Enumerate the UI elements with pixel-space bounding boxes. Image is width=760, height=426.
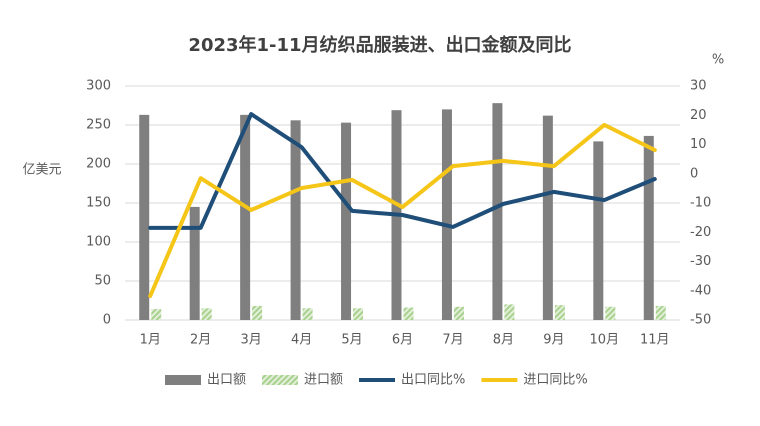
x-tick-label: 6月 xyxy=(392,333,413,348)
bar xyxy=(201,308,212,320)
x-tick-label: 2月 xyxy=(190,333,211,348)
bar xyxy=(554,305,565,320)
legend-label: 出口额 xyxy=(207,373,246,388)
y2-tick-label: -30 xyxy=(690,254,711,269)
y2-tick-label: 0 xyxy=(690,166,698,181)
x-tick-label: 3月 xyxy=(240,333,261,348)
y-tick-label: 250 xyxy=(86,118,111,133)
bar xyxy=(302,308,313,320)
bar xyxy=(252,305,263,320)
x-tick-label: 7月 xyxy=(442,333,463,348)
y-axis-label: 亿美元 xyxy=(22,163,61,178)
bar xyxy=(453,306,464,320)
bar xyxy=(139,114,150,320)
bar xyxy=(403,307,414,320)
bar xyxy=(605,306,616,320)
y2-tick-label: 10 xyxy=(690,137,707,152)
y-tick-label: 150 xyxy=(86,196,111,211)
bar xyxy=(542,115,553,320)
bar xyxy=(151,309,162,320)
x-tick-label: 9月 xyxy=(543,333,564,348)
bar xyxy=(240,114,251,320)
bar xyxy=(441,109,452,321)
y-tick-label: 100 xyxy=(86,235,111,250)
y2-tick-label: -40 xyxy=(690,283,711,298)
y-tick-label: 300 xyxy=(86,79,111,94)
x-tick-label: 11月 xyxy=(640,333,670,348)
legend-label: 进口同比% xyxy=(523,373,587,388)
y-tick-label: 200 xyxy=(86,157,111,172)
x-tick-label: 8月 xyxy=(493,333,514,348)
legend-label: 进口额 xyxy=(304,373,343,388)
bar xyxy=(504,304,515,320)
y-tick-label: 0 xyxy=(103,313,111,328)
y2-tick-label: 30 xyxy=(690,79,707,94)
y2-tick-label: 20 xyxy=(690,108,707,123)
legend-label: 出口同比% xyxy=(401,373,465,388)
bar xyxy=(593,141,604,320)
bar xyxy=(341,122,352,320)
bar xyxy=(492,103,503,320)
line xyxy=(148,112,657,230)
legend-swatch xyxy=(165,375,201,385)
bar xyxy=(290,120,301,320)
bar xyxy=(353,308,364,320)
chart-title: 2023年1-11月纺织品服装进、出口金额及同比 xyxy=(188,34,571,56)
legend-swatch xyxy=(262,375,299,385)
bar xyxy=(643,135,654,320)
y2-tick-label: -20 xyxy=(690,225,711,240)
y2-tick-label: -10 xyxy=(690,196,711,211)
y2-tick-label: -50 xyxy=(690,313,711,328)
line xyxy=(148,122,657,299)
bar xyxy=(189,206,200,320)
x-tick-label: 10月 xyxy=(590,333,620,348)
bar xyxy=(655,305,666,320)
x-tick-label: 5月 xyxy=(341,333,362,348)
y2-axis-label: % xyxy=(712,53,724,68)
x-tick-label: 4月 xyxy=(291,333,312,348)
x-tick-label: 1月 xyxy=(140,333,161,348)
y-tick-label: 50 xyxy=(94,274,111,289)
